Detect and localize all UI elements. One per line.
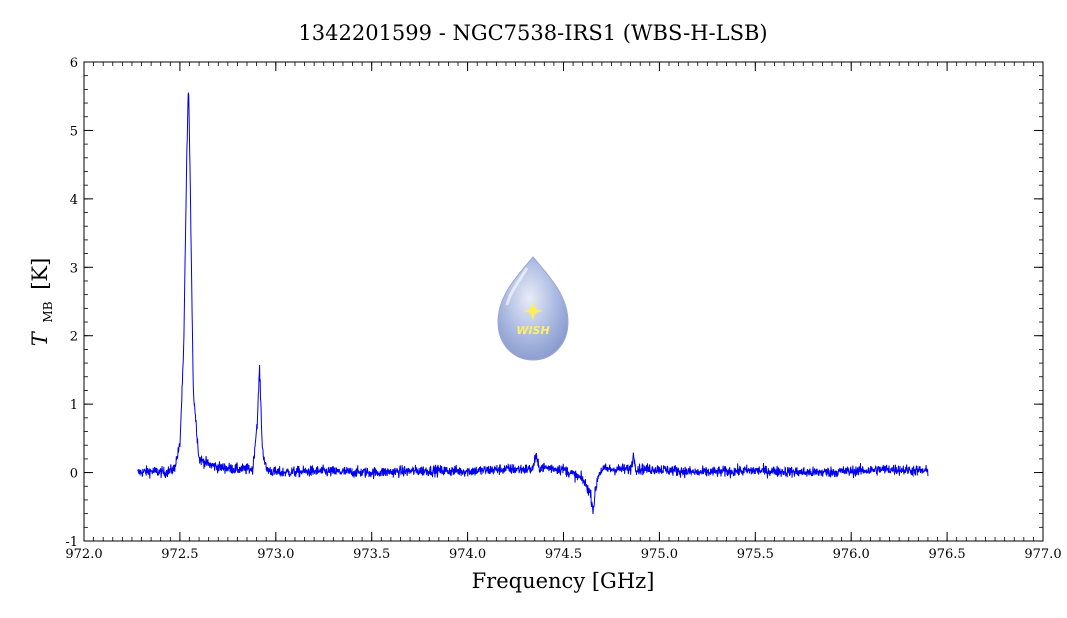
- spectrum-series: [137, 92, 929, 514]
- spectrum-line: [137, 92, 929, 514]
- y-tick-label: 2: [70, 330, 78, 345]
- x-tick-label: 974.0: [449, 547, 486, 562]
- wish-logo: WISH: [497, 256, 569, 361]
- star-icon: [523, 301, 543, 321]
- x-tick-label: 972.0: [65, 547, 102, 562]
- x-axis-label: Frequency [GHz]: [472, 569, 655, 593]
- y-tick-label: -1: [65, 535, 78, 550]
- y-tick-label: 5: [70, 124, 78, 139]
- x-tick-label: 973.5: [353, 547, 390, 562]
- y-axis-label-main: T: [28, 330, 52, 346]
- logo-text: WISH: [516, 324, 549, 337]
- x-tick-label: 974.5: [545, 547, 582, 562]
- svg-text:T MB [K]: T MB [K]: [28, 258, 57, 347]
- x-tick-label: 975.0: [641, 547, 678, 562]
- y-tick-label: 4: [70, 193, 78, 208]
- x-tick-label: 972.5: [161, 547, 198, 562]
- x-tick-label: 973.0: [257, 547, 294, 562]
- x-tick-label: 977.0: [1024, 547, 1061, 562]
- y-axis-label: T MB [K]: [28, 258, 57, 347]
- x-axis: 972.0 972.5 973.0 973.5 974.0 974.5 975.0 975.5…: [65, 62, 1062, 562]
- y-tick-label: 3: [70, 261, 78, 276]
- y-tick-label: 0: [70, 467, 78, 482]
- y-tick-label: 6: [70, 56, 78, 71]
- x-tick-label: 975.5: [737, 547, 774, 562]
- y-axis-label-sub: MB: [41, 301, 55, 322]
- chart-title: 1342201599 - NGC7538-IRS1 (WBS-H-LSB): [298, 21, 767, 45]
- x-tick-label: 976.5: [928, 547, 965, 562]
- y-tick-label: 1: [70, 398, 78, 413]
- y-axis: -1 0 1 2 3 4 5 6: [65, 56, 1043, 550]
- x-tick-label: 976.0: [833, 547, 870, 562]
- y-axis-label-unit: [K]: [28, 258, 52, 290]
